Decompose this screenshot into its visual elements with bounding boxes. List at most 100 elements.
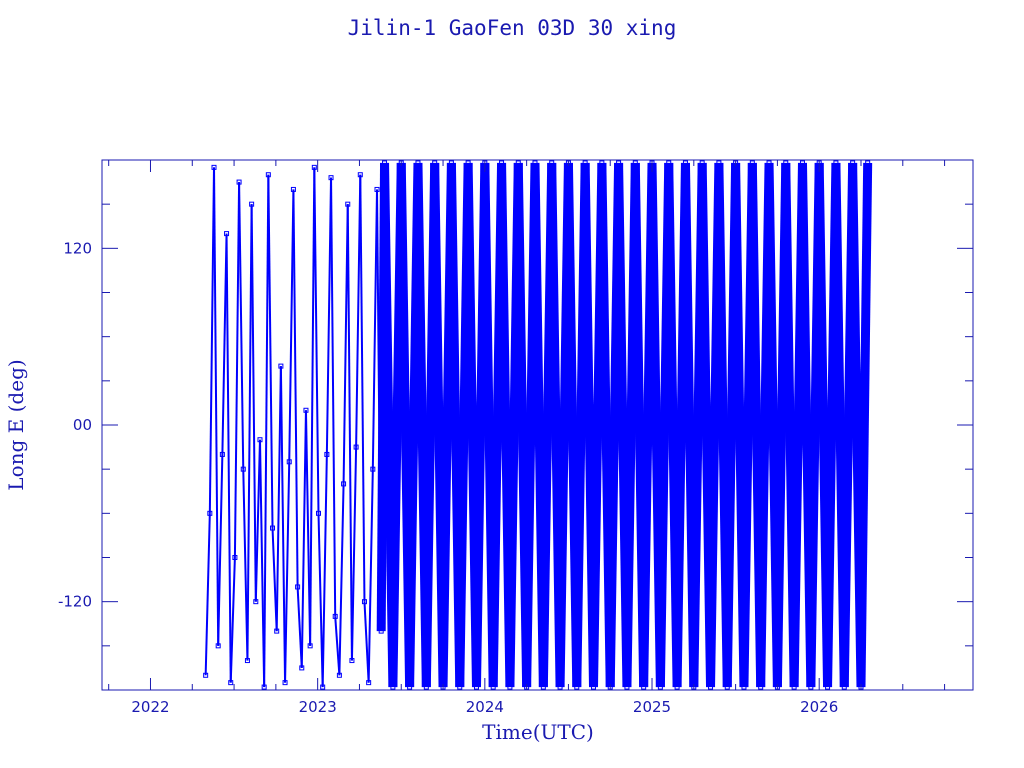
data-point xyxy=(758,684,764,690)
series-segment xyxy=(213,167,220,646)
series-segment xyxy=(275,366,282,632)
data-point xyxy=(532,160,538,166)
x-tick-label: 2022 xyxy=(131,698,169,716)
x-axis-label: Time(UTC) xyxy=(482,720,594,744)
data-point xyxy=(382,160,388,166)
data-point xyxy=(228,680,234,686)
series-segment xyxy=(221,233,228,455)
ticks: 2022 2023 2024 2025 2026 120 00 -120 xyxy=(58,160,973,716)
data-point xyxy=(599,160,605,166)
data-point xyxy=(457,684,463,690)
data-point xyxy=(865,160,871,166)
data-point xyxy=(265,172,271,178)
data-point xyxy=(257,437,263,443)
series-segment xyxy=(217,454,224,646)
series-segment xyxy=(330,177,337,617)
series-segment xyxy=(371,189,379,470)
data-point xyxy=(336,672,342,678)
data-point xyxy=(741,684,747,690)
data-point xyxy=(499,160,505,166)
chart-title: Jilin-1 GaoFen 03D 30 xing xyxy=(347,16,677,40)
series-segment xyxy=(317,513,324,688)
data-point xyxy=(328,175,334,181)
data-point xyxy=(320,684,326,690)
series-segment xyxy=(208,167,216,514)
data-point xyxy=(766,160,772,166)
series-segment xyxy=(355,174,362,448)
series-segment xyxy=(350,447,358,661)
data-point xyxy=(211,164,217,170)
series-segment xyxy=(342,204,349,484)
data-point xyxy=(749,160,755,166)
series-segment xyxy=(246,204,253,661)
series-segment xyxy=(304,410,312,646)
data-point xyxy=(557,684,563,690)
data-point xyxy=(850,160,856,166)
data-point xyxy=(299,665,305,671)
series-segment xyxy=(309,167,316,646)
data-point xyxy=(311,164,317,170)
series-segment xyxy=(292,189,299,587)
data-point xyxy=(307,643,313,649)
data-point xyxy=(708,684,714,690)
series-segment xyxy=(267,174,274,529)
data-point xyxy=(290,186,296,192)
data-point xyxy=(219,451,225,457)
data-point xyxy=(540,684,546,690)
data-point xyxy=(345,201,351,207)
series-segment xyxy=(233,182,241,558)
series-segment xyxy=(856,162,873,688)
data-point xyxy=(332,613,338,619)
data-point xyxy=(833,160,839,166)
data-point xyxy=(261,684,267,690)
series-segment xyxy=(321,454,328,688)
data-point xyxy=(378,628,384,634)
data-point xyxy=(724,684,730,690)
data-point xyxy=(341,481,347,487)
data-point xyxy=(278,363,284,369)
data-point xyxy=(716,160,722,166)
series-segment xyxy=(359,174,366,602)
data-point xyxy=(315,510,321,516)
data-point xyxy=(423,684,429,690)
data-point xyxy=(473,684,479,690)
x-tick-label: 2025 xyxy=(633,698,671,716)
series-segment xyxy=(313,167,320,514)
data-point xyxy=(808,684,814,690)
y-tick-label: 00 xyxy=(73,416,92,434)
data-point xyxy=(203,672,209,678)
data-point xyxy=(361,599,367,605)
series-segment xyxy=(279,366,287,683)
data-point xyxy=(448,160,454,166)
data-point xyxy=(432,160,438,166)
data-point xyxy=(366,680,372,686)
series-segment xyxy=(258,439,266,688)
series-segment xyxy=(250,204,257,602)
data-point xyxy=(582,160,588,166)
data-point xyxy=(515,160,521,166)
series-segment xyxy=(229,557,236,683)
data-point xyxy=(303,407,309,413)
data-point xyxy=(253,599,259,605)
data-point xyxy=(370,466,376,472)
data-point xyxy=(390,684,396,690)
data-point xyxy=(349,658,355,664)
data-point xyxy=(783,160,789,166)
series-segment xyxy=(263,174,270,688)
series-segment xyxy=(288,189,295,462)
data-point xyxy=(286,459,292,465)
data-point xyxy=(699,160,705,166)
data-point xyxy=(799,160,805,166)
data-point xyxy=(249,201,255,207)
data-point xyxy=(507,684,513,690)
data-point xyxy=(295,584,301,590)
data-point xyxy=(236,179,242,185)
series-segment xyxy=(325,177,333,455)
data-point xyxy=(224,231,230,237)
data-point xyxy=(591,684,597,690)
data-point xyxy=(657,684,663,690)
data-point xyxy=(270,525,276,531)
series-segment xyxy=(367,469,374,683)
series-segment xyxy=(300,410,307,668)
